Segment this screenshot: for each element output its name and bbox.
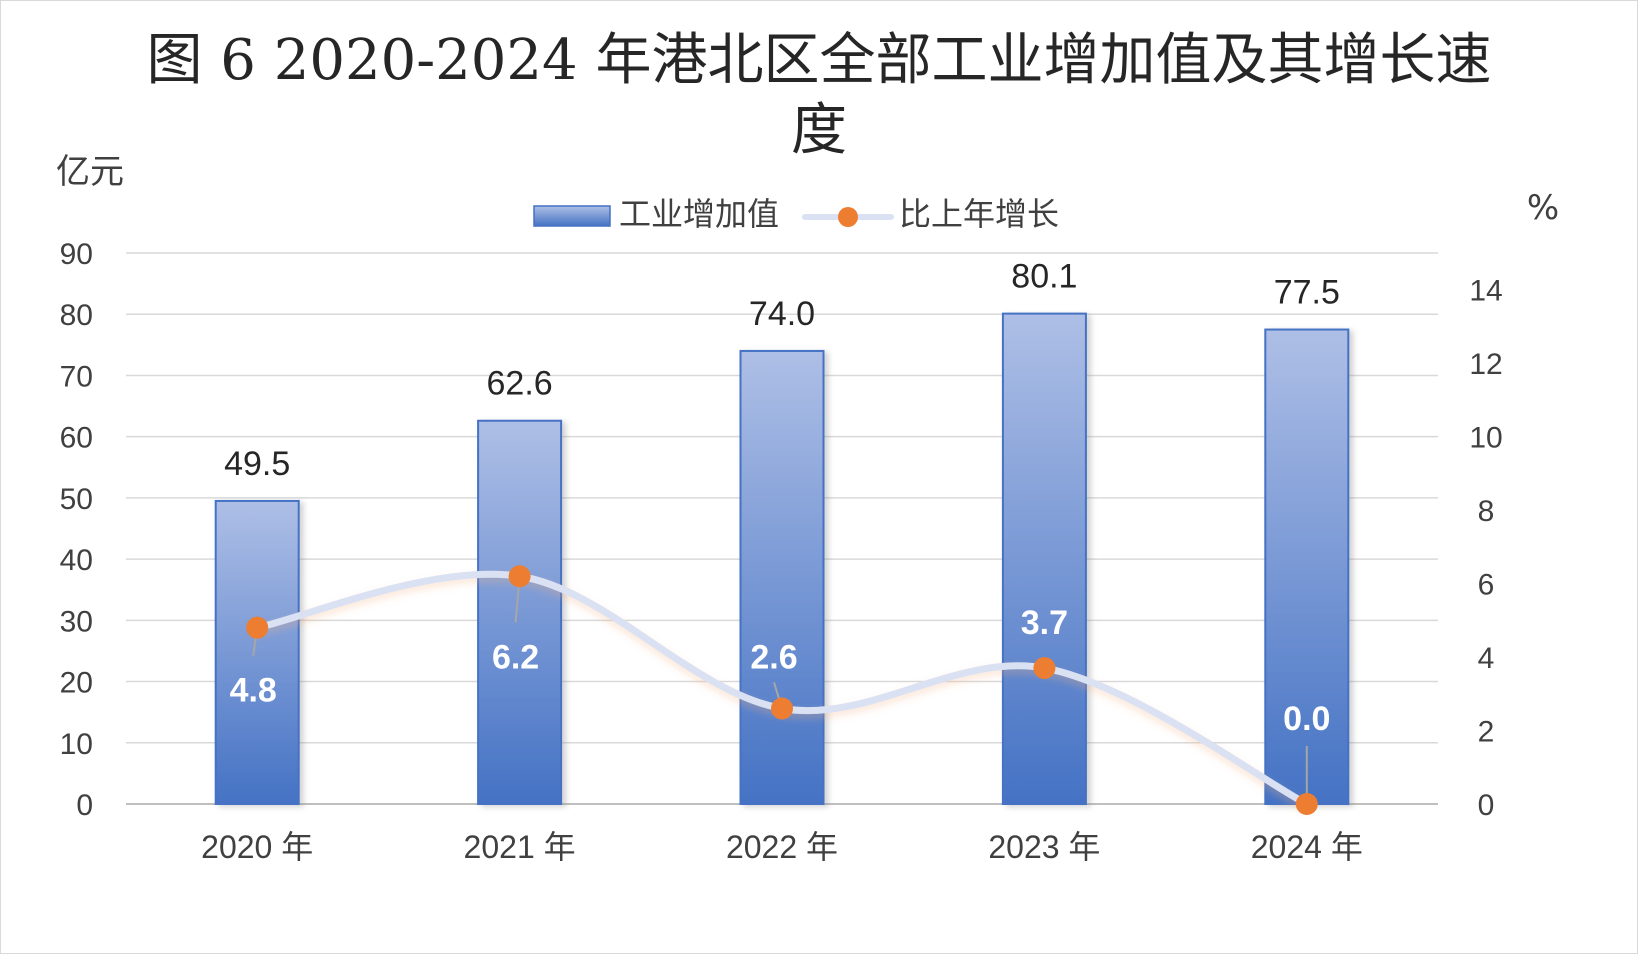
line-series	[246, 565, 1318, 815]
growth-value-label: 4.8	[230, 672, 277, 710]
growth-value-label: 0.0	[1283, 700, 1330, 738]
right-tick-label: 12	[1469, 348, 1502, 381]
left-tick-label: 70	[60, 360, 93, 393]
growth-value-label: 2.6	[750, 638, 797, 676]
category-label: 2021 年	[464, 829, 576, 865]
growth-value-label: 6.2	[492, 638, 539, 676]
left-tick-label: 60	[60, 422, 93, 455]
bar-series	[214, 312, 1350, 805]
legend-line-marker	[838, 207, 858, 227]
bar-data-labels: 49.5 62.6 74.0 80.1 77.5	[224, 258, 1340, 483]
bar	[739, 349, 825, 805]
legend-bar-swatch	[533, 205, 611, 227]
bar	[214, 499, 300, 805]
category-label: 2020 年	[201, 829, 313, 865]
legend-line-label: 比上年增长	[899, 195, 1059, 233]
left-tick-label: 80	[60, 299, 93, 332]
bar-value-label: 62.6	[487, 365, 553, 403]
bar-value-label: 49.5	[224, 445, 290, 483]
right-tick-label: 10	[1469, 422, 1502, 455]
growth-marker	[508, 565, 531, 588]
chart-title-line2: 度	[791, 98, 847, 163]
right-tick-label: 2	[1478, 716, 1495, 749]
right-axis-ticks: 0 2 4 6 8 10 12 14	[1469, 275, 1502, 822]
bar	[477, 419, 563, 805]
growth-marker	[1033, 657, 1056, 680]
left-tick-label: 0	[76, 789, 93, 822]
growth-marker	[246, 616, 269, 639]
left-tick-label: 40	[60, 544, 93, 577]
category-label: 2024 年	[1251, 829, 1363, 865]
category-label: 2022 年	[726, 829, 838, 865]
right-tick-label: 0	[1478, 789, 1495, 822]
bar	[1001, 312, 1087, 805]
bar-value-label: 77.5	[1274, 274, 1340, 312]
legend-item-bar: 工业增加值	[533, 195, 779, 233]
legend: 工业增加值 比上年增长	[533, 195, 1059, 233]
left-tick-label: 50	[60, 483, 93, 516]
left-tick-label: 20	[60, 667, 93, 700]
legend-item-line: 比上年增长	[802, 195, 1059, 233]
legend-bar-label: 工业增加值	[619, 195, 779, 233]
left-tick-label: 10	[60, 728, 93, 761]
growth-marker	[1295, 793, 1318, 815]
growth-marker	[771, 697, 793, 720]
chart-title-line1: 图 6 2020-2024 年港北区全部工业增加值及其增长速	[147, 28, 1492, 93]
bar	[1264, 328, 1350, 805]
right-axis-unit: %	[1527, 188, 1559, 228]
right-tick-label: 4	[1478, 642, 1495, 675]
growth-value-label: 3.7	[1021, 604, 1068, 642]
right-tick-label: 6	[1478, 569, 1495, 602]
category-label: 2023 年	[988, 829, 1100, 865]
left-axis-unit: 亿元	[56, 152, 124, 192]
category-axis-labels: 2020 年 2021 年 2022 年 2023 年 2024 年	[201, 829, 1363, 865]
bar-value-label: 80.1	[1011, 258, 1077, 296]
right-tick-label: 14	[1469, 275, 1502, 308]
right-tick-label: 8	[1478, 495, 1495, 528]
left-tick-label: 90	[60, 238, 93, 271]
line-data-labels: 4.8 6.2 2.6 3.7 0.0	[230, 604, 1331, 738]
bar-value-label: 74.0	[749, 295, 815, 333]
left-tick-label: 30	[60, 605, 93, 638]
left-axis-ticks: 0 10 20 30 40 50 60 70 80 90	[60, 238, 93, 822]
